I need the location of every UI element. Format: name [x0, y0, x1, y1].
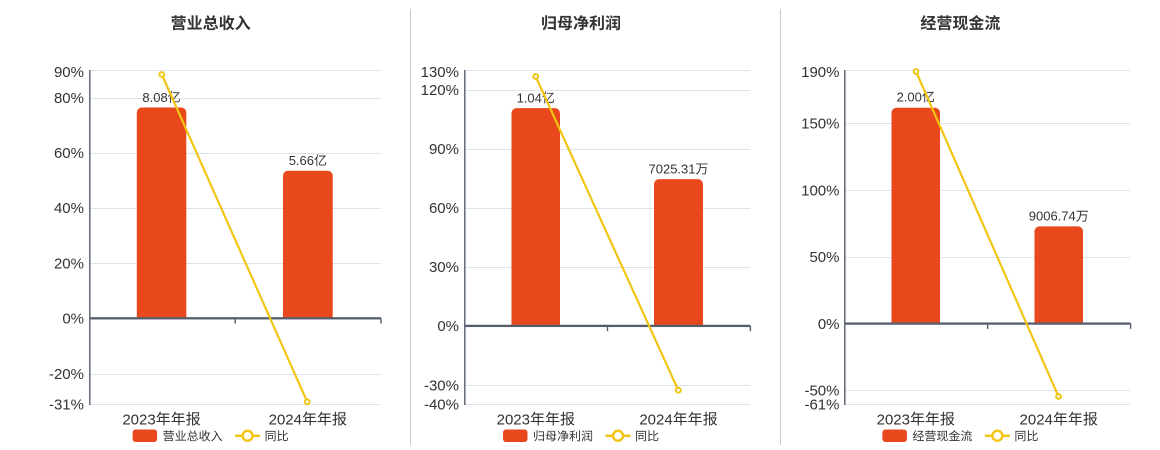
svg-text:60%: 60% [54, 145, 84, 162]
svg-text:9006.74: 9006.74 [1029, 209, 1076, 224]
svg-text:-31%: -31% [49, 397, 84, 414]
svg-text:30%: 30% [429, 259, 459, 276]
svg-text:-40%: -40% [424, 397, 459, 414]
svg-text:0%: 0% [818, 316, 840, 333]
svg-text:7025.31: 7025.31 [649, 161, 696, 176]
svg-text:2024: 2024 [639, 411, 672, 428]
svg-text:130%: 130% [421, 64, 459, 81]
svg-text:40%: 40% [54, 200, 84, 217]
svg-text:-61%: -61% [804, 397, 839, 414]
svg-text:2023: 2023 [497, 411, 530, 428]
svg-text:120%: 120% [421, 82, 459, 99]
svg-text:50%: 50% [809, 249, 839, 266]
svg-text:60%: 60% [429, 200, 459, 217]
svg-text:2024: 2024 [1020, 411, 1053, 428]
svg-text:80%: 80% [54, 90, 84, 107]
svg-text:8.08: 8.08 [142, 90, 167, 105]
svg-text:190%: 190% [801, 64, 839, 81]
svg-text:0%: 0% [62, 311, 84, 328]
svg-text:1.04: 1.04 [517, 90, 542, 105]
svg-text:2024: 2024 [269, 411, 302, 428]
svg-text:90%: 90% [54, 64, 84, 81]
svg-text:5.66: 5.66 [289, 153, 314, 168]
svg-text:150%: 150% [801, 116, 839, 133]
svg-text:100%: 100% [801, 182, 839, 199]
svg-text:-50%: -50% [804, 383, 839, 400]
svg-text:-20%: -20% [49, 366, 84, 383]
svg-text:20%: 20% [54, 255, 84, 272]
svg-text:2.00: 2.00 [897, 90, 922, 105]
svg-text:90%: 90% [429, 141, 459, 158]
svg-text:2023: 2023 [122, 411, 155, 428]
svg-text:2023: 2023 [877, 411, 910, 428]
svg-text:0%: 0% [437, 318, 459, 335]
svg-text:-30%: -30% [424, 377, 459, 394]
